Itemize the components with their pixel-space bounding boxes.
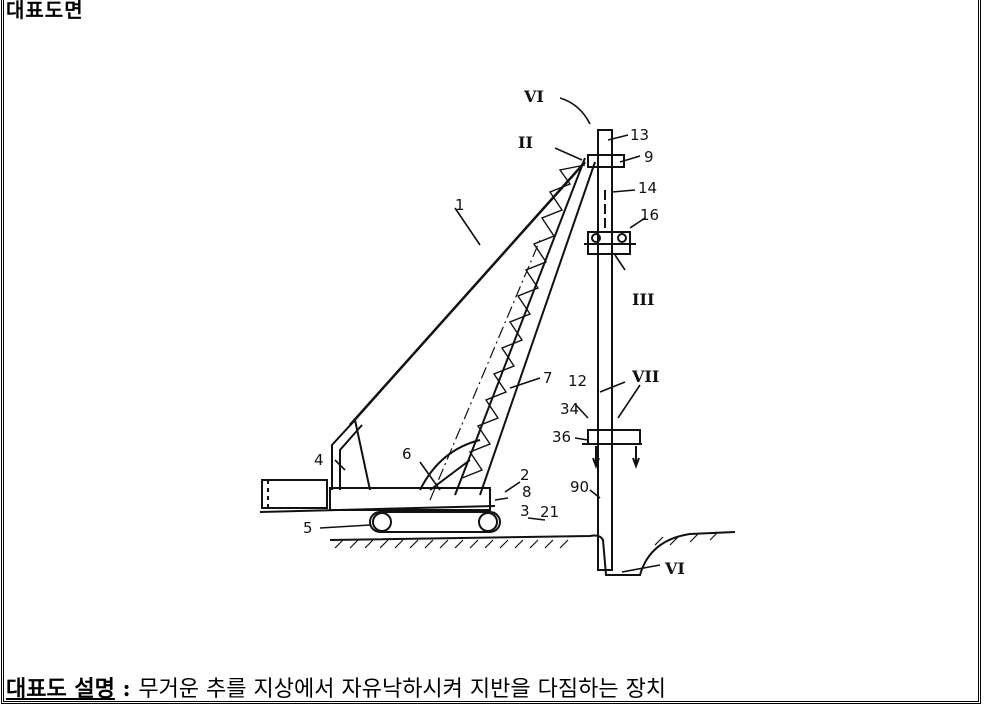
- boom-lattice: [461, 164, 586, 479]
- boom-pendant: [349, 161, 586, 426]
- caption-label: 대표도 설명: [6, 676, 115, 702]
- ground-hatching: [334, 531, 719, 549]
- page-title: 대표도면: [6, 0, 84, 22]
- leader-mast: [597, 129, 613, 571]
- crawler-track: [369, 511, 501, 533]
- caption-text: 무거운 추를 지상에서 자유낙하시켜 지반을 다짐하는 장치: [138, 677, 667, 702]
- label-9: 9: [644, 148, 654, 166]
- label-36: 36: [552, 428, 571, 446]
- label-21: 21: [540, 503, 559, 521]
- label-14: 14: [638, 179, 657, 197]
- label-13: 13: [630, 126, 649, 144]
- label-16: 16: [640, 206, 659, 224]
- counterweight: [261, 479, 328, 509]
- a-frame-mast: [331, 417, 371, 491]
- clamp-unit: [587, 429, 641, 445]
- caption-colon: :: [114, 676, 139, 702]
- section-label-ii: II: [518, 133, 533, 152]
- label-1: 1: [455, 196, 465, 214]
- label-6: 6: [402, 445, 412, 463]
- crane-body: [329, 487, 491, 511]
- label-34: 34: [560, 400, 579, 418]
- label-4: 4: [314, 451, 324, 469]
- label-5: 5: [303, 519, 313, 537]
- label-8: 8: [522, 483, 532, 501]
- section-label-vi-bottom: VI: [664, 559, 685, 578]
- label-2: 2: [520, 466, 530, 484]
- label-7: 7: [543, 369, 553, 387]
- section-label-vii: VII: [631, 367, 659, 386]
- ground-line: [329, 531, 736, 576]
- section-label-iii: III: [632, 290, 654, 309]
- label-3: 3: [520, 502, 530, 520]
- label-12: 12: [568, 372, 587, 390]
- dash-dot-line: [429, 239, 541, 501]
- label-90: 90: [570, 478, 589, 496]
- section-label-vi-top: VI: [523, 87, 544, 106]
- figure-caption: 대표도 설명 : 무거운 추를 지상에서 자유낙하시켜 지반을 다짐하는 장치: [6, 671, 666, 703]
- lattice-boom: [454, 157, 596, 496]
